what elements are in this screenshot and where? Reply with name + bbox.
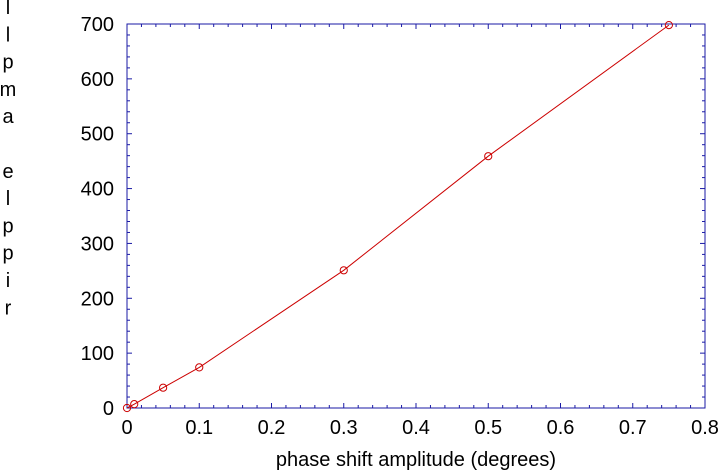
y-tick-label: 0 xyxy=(103,398,114,420)
y-tick-label: 700 xyxy=(81,14,114,36)
y-label-char: l xyxy=(6,0,10,19)
x-tick-labels: 0 0.1 0.2 0.3 0.4 0.5 0.6 0.7 0.8 xyxy=(121,417,718,439)
y-label-char: a xyxy=(2,106,14,128)
data-point xyxy=(130,400,139,409)
data-point xyxy=(122,403,132,413)
y-label-char: p xyxy=(2,52,13,74)
data-point xyxy=(195,363,204,372)
x-tick-label: 0 xyxy=(121,417,132,439)
data-point xyxy=(339,266,348,275)
series-line xyxy=(126,24,670,409)
x-tick-label: 0.4 xyxy=(402,417,430,439)
plot-frame xyxy=(126,23,706,409)
y-tick-label: 200 xyxy=(81,288,114,310)
y-tick-label: 400 xyxy=(81,179,114,201)
x-tick-label: 0.6 xyxy=(547,417,575,439)
x-tick-label: 0.7 xyxy=(619,417,647,439)
x-tick-label: 0.2 xyxy=(258,417,286,439)
data-markers xyxy=(122,20,673,413)
x-tick-label: 0.1 xyxy=(185,417,213,439)
y-label-char: e xyxy=(2,161,13,183)
y-tick-label: 500 xyxy=(81,124,114,146)
y-label-char: i xyxy=(6,270,10,292)
x-tick-label: 0.5 xyxy=(474,417,502,439)
y-label-char: p xyxy=(2,243,13,265)
axis-ticks xyxy=(126,23,706,409)
y-label-char: p xyxy=(2,215,13,237)
x-axis-title: phase shift amplitude (degrees) xyxy=(276,449,556,471)
data-point xyxy=(159,383,168,392)
y-tick-label: 600 xyxy=(81,69,114,91)
y-tick-labels: 0 100 200 300 400 500 600 700 xyxy=(81,14,114,420)
data-point xyxy=(484,152,493,161)
y-tick-label: 100 xyxy=(81,343,114,365)
x-tick-label: 0.8 xyxy=(691,417,719,439)
y-tick-label: 300 xyxy=(81,233,114,255)
y-label-char: r xyxy=(5,297,12,319)
y-label-char: l xyxy=(6,24,10,46)
y-label-char: l xyxy=(6,188,10,210)
data-point xyxy=(664,20,673,30)
x-tick-label: 0.3 xyxy=(330,417,358,439)
y-label-char: m xyxy=(0,79,16,101)
